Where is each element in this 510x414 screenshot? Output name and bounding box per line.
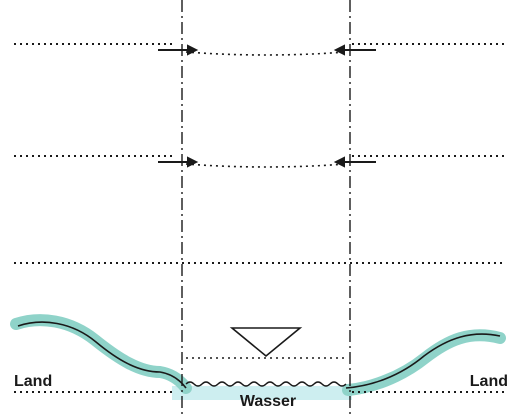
arrow-left-icon bbox=[333, 156, 376, 168]
land-label-left: Land bbox=[14, 373, 52, 390]
arrow-right-icon bbox=[158, 156, 199, 168]
arrow-left-icon bbox=[333, 44, 376, 56]
water-area bbox=[172, 386, 352, 400]
right-bank-band bbox=[342, 329, 506, 396]
inner-dotted-lines bbox=[185, 51, 347, 359]
water-label: Wasser bbox=[240, 393, 296, 410]
arrow-right-icon bbox=[158, 44, 199, 56]
horizontal-dotted-lines bbox=[14, 43, 506, 393]
right-bank-line bbox=[345, 333, 501, 389]
land-label-right: Land bbox=[470, 373, 508, 390]
inward-arrows bbox=[158, 44, 376, 168]
left-bank-line bbox=[17, 321, 187, 389]
vertical-dashed-lines bbox=[181, 0, 351, 414]
inverted-triangle-icon bbox=[229, 327, 303, 358]
water-surface-wave bbox=[185, 381, 347, 387]
